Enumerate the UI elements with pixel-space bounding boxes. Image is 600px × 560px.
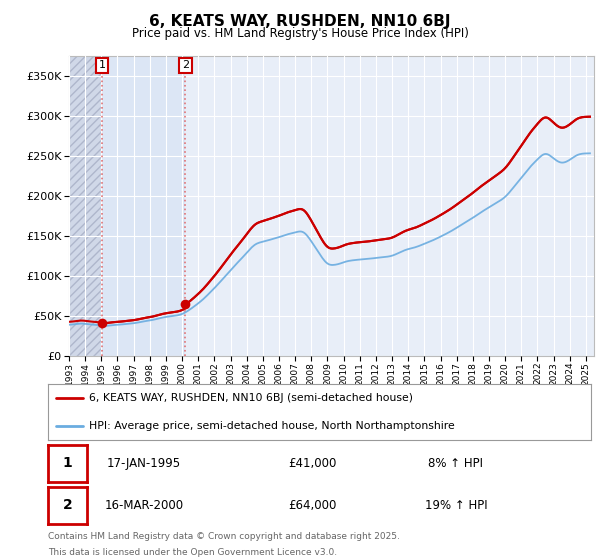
- Text: Contains HM Land Registry data © Crown copyright and database right 2025.: Contains HM Land Registry data © Crown c…: [48, 532, 400, 541]
- Text: 8% ↑ HPI: 8% ↑ HPI: [428, 457, 484, 470]
- Text: 1: 1: [98, 60, 106, 71]
- Text: 19% ↑ HPI: 19% ↑ HPI: [425, 499, 487, 512]
- Text: 6, KEATS WAY, RUSHDEN, NN10 6BJ: 6, KEATS WAY, RUSHDEN, NN10 6BJ: [149, 14, 451, 29]
- Text: 6, KEATS WAY, RUSHDEN, NN10 6BJ (semi-detached house): 6, KEATS WAY, RUSHDEN, NN10 6BJ (semi-de…: [89, 393, 413, 403]
- Text: 2: 2: [182, 60, 189, 71]
- Bar: [102, 56, 185, 356]
- Text: 2: 2: [62, 498, 73, 512]
- Text: 1: 1: [62, 456, 73, 470]
- Text: 16-MAR-2000: 16-MAR-2000: [104, 499, 184, 512]
- Text: HPI: Average price, semi-detached house, North Northamptonshire: HPI: Average price, semi-detached house,…: [89, 421, 454, 431]
- Bar: [69, 56, 102, 356]
- Text: £41,000: £41,000: [288, 457, 336, 470]
- Bar: [69, 56, 102, 356]
- Text: Price paid vs. HM Land Registry's House Price Index (HPI): Price paid vs. HM Land Registry's House …: [131, 27, 469, 40]
- Text: This data is licensed under the Open Government Licence v3.0.: This data is licensed under the Open Gov…: [48, 548, 337, 557]
- Text: £64,000: £64,000: [288, 499, 336, 512]
- Text: 17-JAN-1995: 17-JAN-1995: [107, 457, 181, 470]
